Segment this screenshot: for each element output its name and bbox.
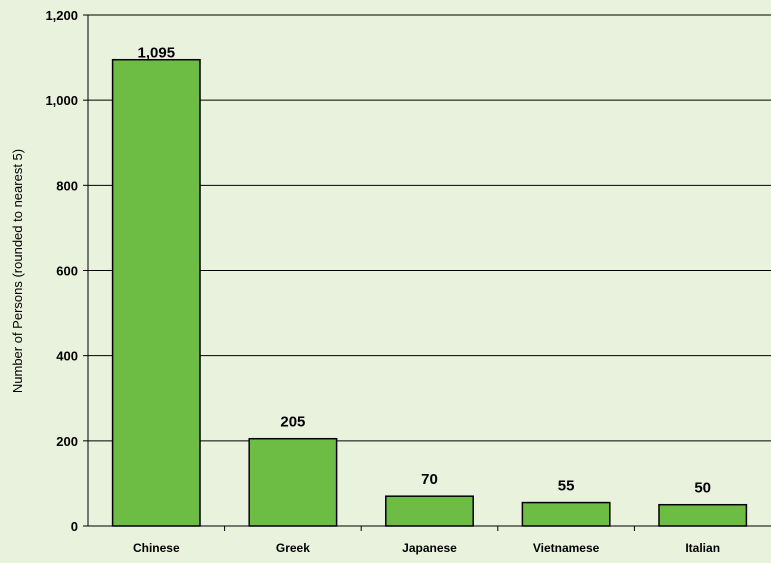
y-tick-label: 200 xyxy=(56,434,78,449)
data-label: 1,095 xyxy=(138,45,176,62)
bar-japanese xyxy=(385,495,474,527)
gridlines xyxy=(88,14,771,442)
bar-vietnamese xyxy=(521,501,611,527)
y-axis-title: Number of Persons (rounded to nearest 5) xyxy=(10,149,25,393)
y-tick-label: 400 xyxy=(56,349,78,364)
y-tick-label: 1,200 xyxy=(45,8,78,23)
bar-greek xyxy=(248,437,338,527)
bar-chinese xyxy=(111,58,201,527)
y-tick-label: 800 xyxy=(56,178,78,193)
y-tick-label: 600 xyxy=(56,264,78,279)
x-category-label: Italian xyxy=(685,541,720,555)
data-label: 50 xyxy=(694,480,711,497)
y-tick-label: 1,000 xyxy=(45,93,78,108)
bar-italian xyxy=(658,503,748,527)
labels: 0 200 400 600 800 1,000 1,200 Chinese 1,095 Greek… xyxy=(45,8,720,555)
x-category-label: Chinese xyxy=(133,541,180,555)
y-tick-label: 0 xyxy=(71,519,78,534)
data-label: 55 xyxy=(558,478,575,495)
data-label: 70 xyxy=(421,471,438,488)
x-category-label: Japanese xyxy=(402,541,457,555)
data-label: 205 xyxy=(280,414,305,431)
x-category-label: Greek xyxy=(276,541,310,555)
bars xyxy=(111,58,748,527)
x-category-label: Vietnamese xyxy=(533,541,600,555)
